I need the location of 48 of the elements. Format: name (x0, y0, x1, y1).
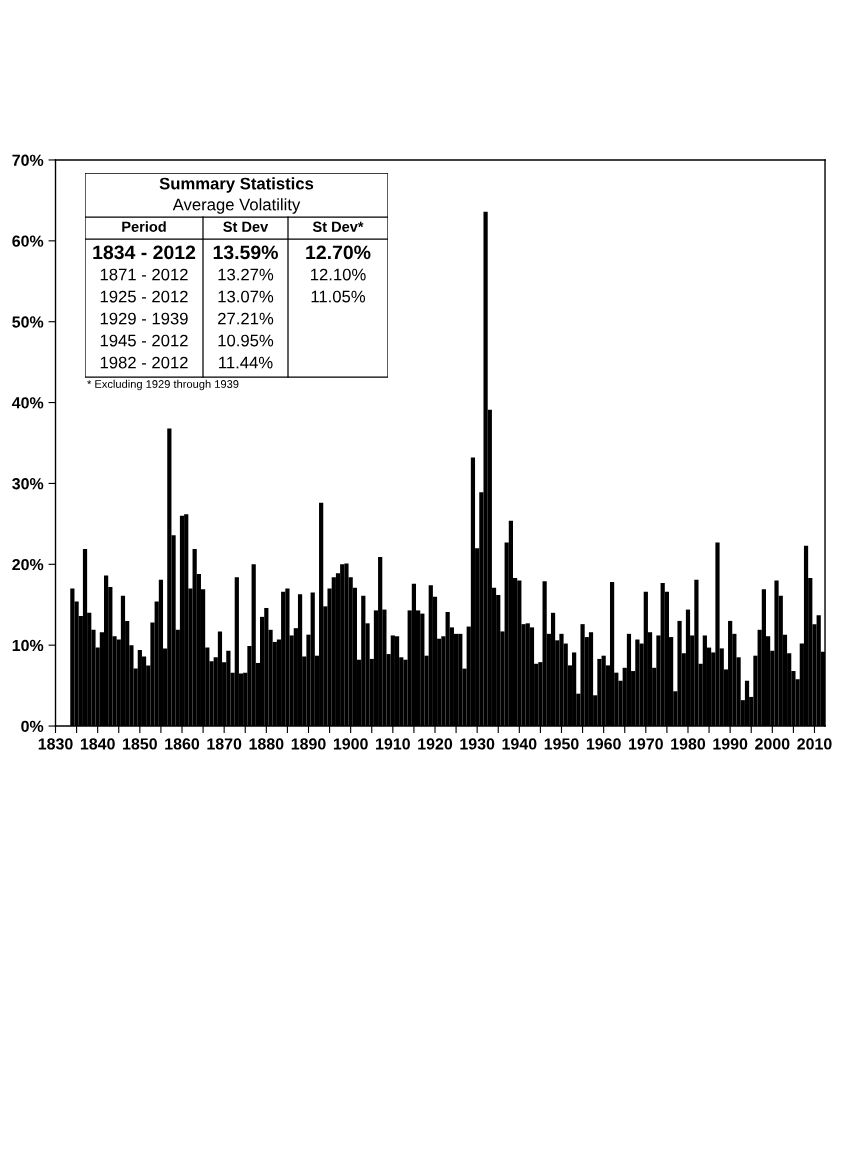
category-label: 1982 - 2012 (100, 356, 188, 369)
y-tick-label: 20% (12, 558, 44, 571)
x-tick-label: 1930 (460, 738, 495, 750)
y-tick-label: 50% (12, 316, 44, 328)
x-tick-label: 1900 (333, 738, 368, 750)
x-tick-label: 1830 (38, 738, 73, 750)
category-label: 1945 - 2012 (100, 334, 188, 347)
y-tick-label: 30% (12, 478, 44, 490)
data-label: 13.59% (213, 245, 278, 260)
annotation: * Excluding 1929 through 1939 (87, 379, 239, 391)
y-tick-label: 60% (12, 235, 44, 247)
data-label: 10.95% (218, 334, 274, 347)
x-tick-label: 1950 (544, 738, 579, 750)
x-tick-label: 1860 (165, 738, 200, 750)
data-label: 12.10% (311, 268, 366, 281)
x-tick-label: 1990 (713, 738, 748, 750)
x-tick-label: 1870 (207, 738, 242, 750)
x-tick-label: 1880 (249, 738, 284, 750)
x-tick-label: 1850 (123, 738, 157, 750)
x-tick-label: 1910 (376, 738, 410, 750)
text: Summary Statistics (159, 177, 314, 193)
x-tick-label: 1890 (291, 738, 326, 750)
text: Average Volatility (172, 198, 301, 214)
y-tick-label: 10% (12, 639, 44, 652)
category-label: 1925 - 2012 (100, 290, 188, 303)
x-tick-label: 1840 (80, 738, 115, 750)
category-label: 1834 - 2012 (93, 245, 196, 260)
data-label: 13.27% (218, 268, 274, 281)
text: St Dev* (312, 221, 364, 232)
x-tick-label: 1940 (502, 738, 537, 750)
data-label: 13.07% (218, 290, 274, 303)
data-label: 11.05% (311, 290, 366, 303)
data-label: 27.21% (218, 312, 274, 325)
data-label: 12.70% (306, 245, 371, 260)
category-label: 1929 - 1939 (100, 312, 188, 325)
x-tick-label: 2010 (797, 738, 832, 750)
data-label: 11.44% (219, 356, 273, 369)
x-tick-label: 1980 (671, 738, 706, 750)
y-tick-label: 70% (12, 154, 44, 166)
x-tick-label: 1920 (418, 738, 453, 750)
text: St Dev (223, 221, 269, 232)
x-tick-label: 1960 (586, 738, 621, 750)
y-tick-label: 40% (11, 397, 44, 409)
category-label: 1871 - 2012 (100, 268, 188, 281)
y-tick-label: 0% (21, 720, 44, 732)
x-tick-label: 1970 (629, 738, 663, 750)
x-tick-label: 2000 (755, 738, 790, 750)
text: Period (122, 221, 166, 232)
